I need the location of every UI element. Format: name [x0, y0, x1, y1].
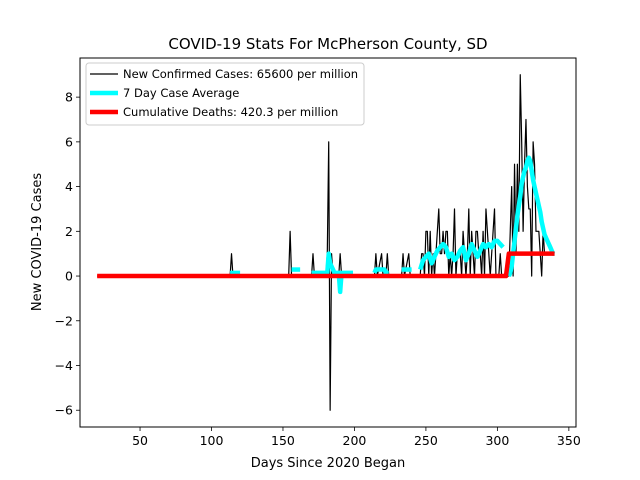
y-tick-label: 6 [65, 134, 73, 149]
x-axis: 50 100 150 200 250 300 350 [132, 427, 581, 448]
x-tick-label: 100 [200, 433, 224, 448]
y-tick-label: −6 [55, 403, 73, 418]
series-line-7day-average [418, 238, 505, 271]
x-tick-label: 50 [132, 433, 148, 448]
series-line-cumulative-deaths [97, 251, 555, 279]
y-tick-label: 0 [65, 269, 73, 284]
legend-box [85, 62, 365, 126]
y-tick-label: −4 [55, 358, 73, 373]
legend: New Confirmed Cases: 65600 per million 7… [85, 62, 365, 126]
x-tick-label: 250 [414, 433, 438, 448]
y-tick-label: 2 [65, 224, 73, 239]
legend-label-cumulative-deaths: Cumulative Deaths: 420.3 per million [123, 105, 338, 119]
y-tick-label: −2 [55, 313, 73, 328]
y-axis: −6 −4 −2 0 2 4 6 8 [55, 90, 80, 418]
series-line-7day-average [310, 251, 354, 295]
series-layer [97, 74, 556, 411]
legend-label-new-cases: New Confirmed Cases: 65600 per million [123, 67, 358, 81]
x-tick-label: 150 [271, 433, 295, 448]
x-tick-label: 350 [557, 433, 581, 448]
y-tick-label: 8 [65, 90, 73, 105]
x-tick-label: 300 [485, 433, 509, 448]
series-line-7day-average [506, 155, 556, 277]
legend-label-7day-average: 7 Day Case Average [123, 86, 239, 100]
y-tick-label: 4 [65, 179, 73, 194]
axes-frame [79, 57, 577, 428]
y-axis-label: New COVID-19 Cases [30, 173, 45, 311]
series-line-7day-average [372, 267, 390, 276]
chart-title: COVID-19 Stats For McPherson County, SD [168, 35, 487, 53]
x-tick-label: 200 [343, 433, 367, 448]
x-axis-label: Days Since 2020 Began [251, 456, 406, 471]
